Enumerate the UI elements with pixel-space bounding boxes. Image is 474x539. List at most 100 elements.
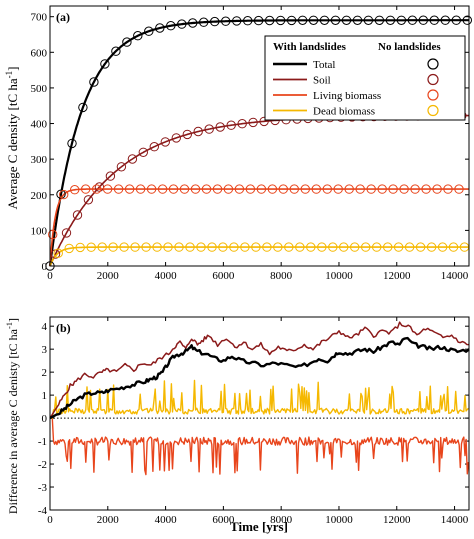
marker-living-biomass — [278, 184, 288, 194]
y-tick-label: 0 — [42, 413, 48, 425]
marker-dead-biomass — [273, 242, 283, 252]
x-tick-label: 6000 — [212, 270, 235, 282]
marker-living-biomass — [135, 184, 146, 194]
y-tick-label: -3 — [38, 482, 48, 494]
marker-living-biomass — [355, 184, 365, 194]
panel-b-ticks: 0 2000 4000 6000 8000 10000 12000 14000 -4 -3 -2 -1… — [38, 317, 469, 526]
marker-dead-biomass — [350, 242, 360, 252]
marker-total — [396, 15, 407, 25]
panel-a-label: (a) — [56, 10, 70, 24]
marker-dead-biomass — [415, 242, 426, 252]
marker-dead-biomass — [163, 242, 173, 252]
marker-living-biomass — [245, 184, 256, 194]
x-tick-label: 12000 — [383, 514, 411, 526]
panel-a: 0 2000 4000 6000 8000 10000 12000 14000 0 100 200 3… — [4, 5, 472, 282]
marker-total — [210, 16, 220, 27]
marker-total — [133, 31, 143, 41]
line-diff-living-biomass — [50, 417, 470, 476]
marker-living-biomass — [410, 184, 420, 194]
panel-a-ticks: 0 2000 4000 6000 8000 10000 12000 14000 0 100 200 3… — [31, 6, 469, 282]
marker-soil — [61, 228, 72, 238]
panel-a-frame — [49, 5, 470, 267]
marker-dead-biomass — [75, 242, 85, 253]
marker-soil — [83, 195, 94, 205]
marker-dead-biomass — [97, 242, 107, 252]
marker-total — [429, 15, 439, 25]
marker-dead-biomass — [119, 242, 129, 252]
marker-dead-biomass — [426, 242, 437, 252]
marker-dead-biomass — [306, 242, 316, 252]
marker-soil — [127, 154, 138, 164]
marker-dead-biomass — [218, 242, 228, 252]
y-tick-label: -1 — [38, 436, 47, 448]
marker-dead-biomass — [64, 243, 74, 254]
marker-total — [275, 15, 286, 26]
legend-label-living-biomass: Living biomass — [313, 90, 381, 102]
marker-living-biomass — [146, 184, 157, 194]
legend-label-total: Total — [313, 59, 335, 71]
marker-total — [243, 16, 253, 26]
marker-living-biomass — [421, 184, 431, 194]
y-tick-label: 3 — [42, 344, 48, 356]
marker-dead-biomass — [262, 242, 272, 252]
legend-header-without: No landslides — [378, 41, 441, 53]
x-tick-label: 14000 — [441, 270, 469, 282]
x-tick-label: 8000 — [270, 514, 293, 526]
marker-total — [319, 15, 330, 25]
marker-soil — [116, 162, 127, 172]
marker-dead-biomass — [404, 242, 415, 252]
line-living-biomass — [49, 188, 469, 267]
marker-living-biomass — [179, 184, 190, 194]
y-tick-label: 300 — [31, 154, 48, 166]
marker-living-biomass — [267, 184, 278, 194]
marker-total — [440, 15, 450, 25]
marker-total — [221, 16, 231, 26]
x-axis-label: Time [yrs] — [230, 519, 288, 534]
legend-label-dead-biomass: Dead biomass — [313, 106, 375, 118]
x-tick-label: 14000 — [441, 514, 469, 526]
marker-total — [253, 15, 264, 26]
marker-dead-biomass — [207, 242, 217, 252]
legend-header-with: With landslides — [273, 41, 347, 53]
x-tick-label: 4000 — [155, 514, 178, 526]
marker-total — [78, 102, 88, 113]
marker-total — [155, 23, 165, 33]
marker-living-biomass — [92, 184, 102, 194]
marker-total — [100, 59, 110, 69]
marker-living-biomass — [168, 184, 179, 194]
panel-b-ylabel: Difference in average C denisty [tC ha-1… — [4, 318, 20, 514]
marker-dead-biomass — [229, 242, 239, 252]
marker-living-biomass — [59, 189, 69, 200]
x-tick-label: 4000 — [155, 270, 178, 282]
x-tick-label: 12000 — [383, 270, 411, 282]
marker-living-biomass — [190, 184, 201, 194]
marker-soil — [226, 120, 236, 130]
y-tick-label: 500 — [31, 83, 48, 95]
marker-total — [297, 15, 308, 25]
legend-marker-total — [427, 58, 439, 70]
marker-total — [177, 19, 187, 29]
marker-living-biomass — [102, 184, 113, 194]
marker-dead-biomass — [372, 242, 382, 252]
marker-living-biomass — [432, 184, 442, 194]
marker-total — [67, 138, 77, 149]
marker-living-biomass — [201, 184, 212, 194]
marker-dead-biomass — [53, 248, 63, 258]
marker-dead-biomass — [196, 242, 206, 252]
panel-b-label: (b) — [56, 321, 71, 335]
marker-dead-biomass — [152, 242, 162, 252]
marker-total — [111, 46, 121, 56]
marker-soil — [248, 117, 258, 128]
marker-total — [199, 17, 209, 27]
marker-total — [89, 77, 99, 87]
marker-total — [308, 15, 319, 25]
line-diff-total — [49, 336, 470, 420]
marker-soil — [72, 210, 83, 220]
marker-dead-biomass — [284, 242, 294, 252]
marker-total — [385, 15, 396, 25]
panel-b: 0 2000 4000 6000 8000 10000 12000 14000 -4 -3 -2 -1… — [4, 316, 470, 526]
marker-dead-biomass — [361, 242, 371, 252]
marker-living-biomass — [234, 184, 245, 194]
marker-living-biomass — [70, 185, 80, 195]
